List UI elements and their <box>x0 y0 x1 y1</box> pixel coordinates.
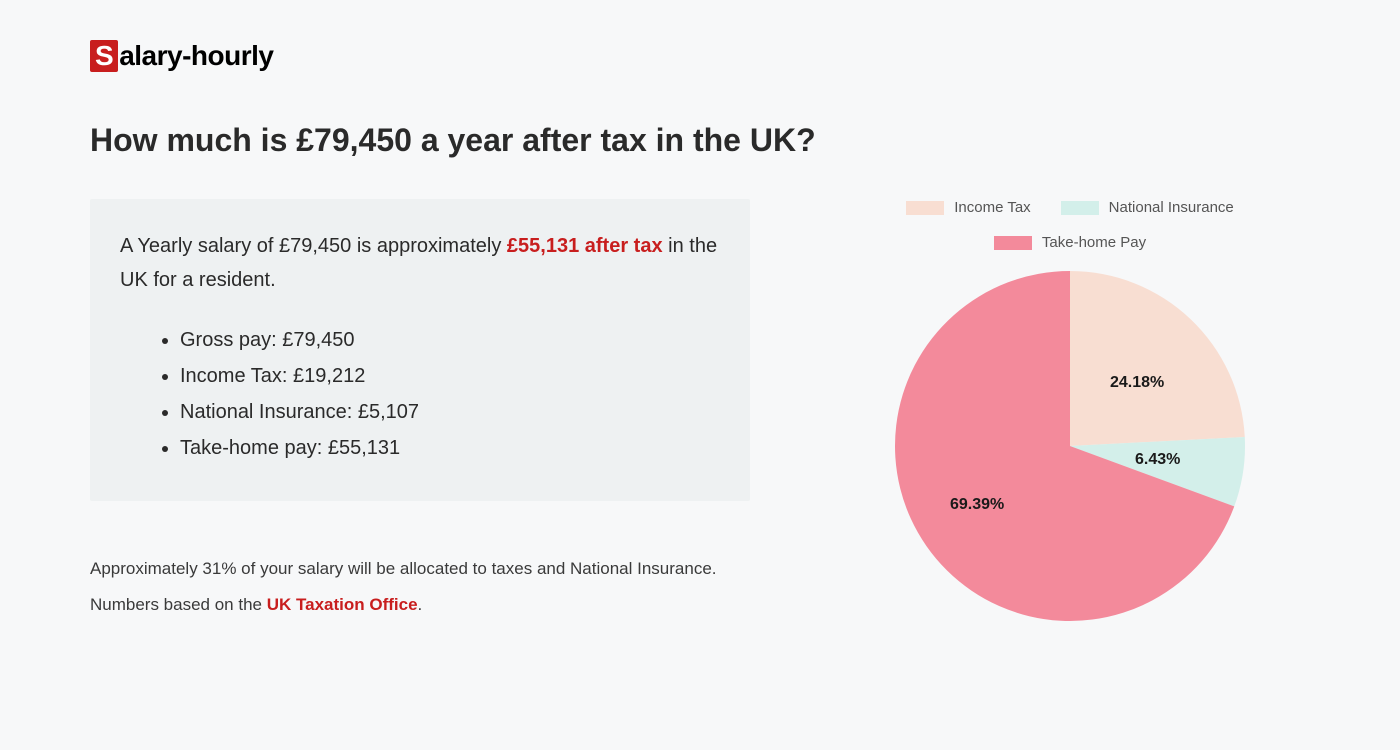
summary-box: A Yearly salary of £79,450 is approximat… <box>90 199 750 501</box>
right-column: Income Tax National Insurance Take-home … <box>830 199 1310 626</box>
left-column: A Yearly salary of £79,450 is approximat… <box>90 199 750 626</box>
intro-highlight: £55,131 after tax <box>507 235 663 257</box>
intro-pre: A Yearly salary of £79,450 is approximat… <box>120 235 507 257</box>
chart-legend: Income Tax National Insurance Take-home … <box>880 199 1260 251</box>
site-logo: Salary-hourly <box>90 40 1310 72</box>
pie-svg <box>890 266 1250 626</box>
legend-item: National Insurance <box>1061 199 1234 216</box>
uk-tax-office-link[interactable]: UK Taxation Office <box>267 595 418 614</box>
legend-label: Take-home Pay <box>1042 234 1146 251</box>
legend-label: National Insurance <box>1109 199 1234 216</box>
list-item: Gross pay: £79,450 <box>180 322 720 358</box>
logo-text: alary-hourly <box>119 40 273 72</box>
pie-chart: 24.18% 6.43% 69.39% <box>890 266 1250 626</box>
legend-swatch <box>1061 201 1099 215</box>
legend-label: Income Tax <box>954 199 1030 216</box>
legend-swatch <box>906 201 944 215</box>
pie-label: 69.39% <box>950 496 1004 514</box>
list-item: Income Tax: £19,212 <box>180 358 720 394</box>
footer-line2-post: . <box>418 595 423 614</box>
legend-item: Take-home Pay <box>994 234 1146 251</box>
logo-s-badge: S <box>90 40 118 72</box>
footer-text: Approximately 31% of your salary will be… <box>90 551 750 622</box>
legend-swatch <box>994 236 1032 250</box>
list-item: National Insurance: £5,107 <box>180 394 720 430</box>
pie-label: 24.18% <box>1110 374 1164 392</box>
footer-line1: Approximately 31% of your salary will be… <box>90 559 717 578</box>
pie-label: 6.43% <box>1135 451 1180 469</box>
list-item: Take-home pay: £55,131 <box>180 430 720 466</box>
content-row: A Yearly salary of £79,450 is approximat… <box>90 199 1310 626</box>
page-heading: How much is £79,450 a year after tax in … <box>90 122 1310 159</box>
breakdown-list: Gross pay: £79,450 Income Tax: £19,212 N… <box>120 322 720 466</box>
footer-line2-pre: Numbers based on the <box>90 595 267 614</box>
legend-item: Income Tax <box>906 199 1030 216</box>
summary-intro: A Yearly salary of £79,450 is approximat… <box>120 229 720 297</box>
